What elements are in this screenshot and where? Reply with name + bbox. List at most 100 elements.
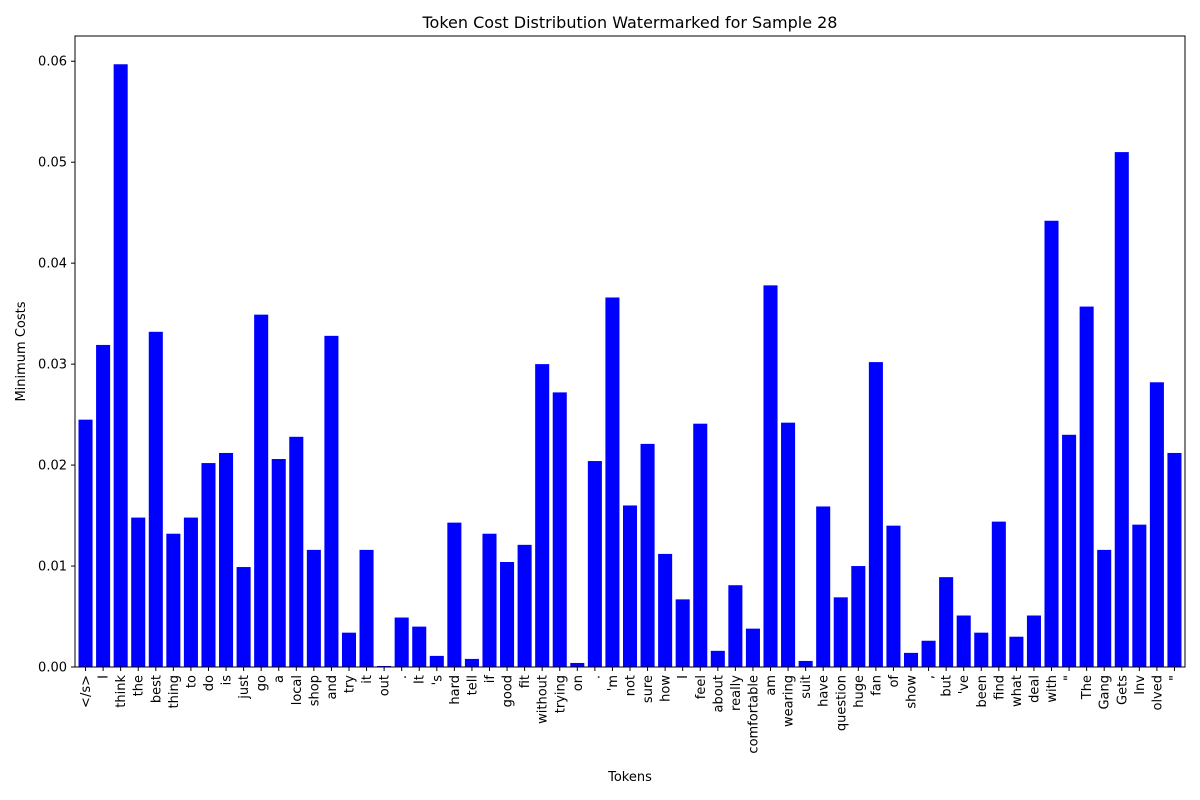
x-tick-label-48: , <box>922 675 937 679</box>
x-tick-label-8: is <box>220 675 235 686</box>
x-tick-label-35: feel <box>694 675 709 699</box>
x-tick-label-51: been <box>975 675 990 708</box>
x-tick-label-31: not <box>624 675 639 696</box>
bar-19 <box>412 626 427 667</box>
bar-31 <box>622 505 638 667</box>
bar-21 <box>447 522 462 667</box>
x-tick-label-27: trying <box>553 675 568 713</box>
bar-6 <box>183 517 198 667</box>
x-tick-label-54: deal <box>1027 675 1042 703</box>
x-tick-label-29: . <box>588 675 603 679</box>
x-tick-label-52: find <box>992 675 1007 700</box>
bar-10 <box>254 314 269 667</box>
y-tick-label-0: 0.00 <box>38 661 67 676</box>
y-tick-label-1: 0.01 <box>38 560 67 575</box>
x-tick-label-56: " <box>1063 675 1078 681</box>
x-tick-label-41: suit <box>799 675 814 699</box>
x-tick-label-53: what <box>1010 675 1025 707</box>
x-tick-label-19: It <box>413 675 428 684</box>
bar-1 <box>96 344 111 667</box>
bar-14 <box>324 335 339 667</box>
bar-3 <box>131 517 146 667</box>
x-tick-label-34: I <box>676 675 691 679</box>
bar-46 <box>886 525 901 667</box>
x-tick-label-25: fit <box>518 675 533 688</box>
bar-55 <box>1044 220 1059 667</box>
bar-53 <box>1009 636 1024 667</box>
x-tick-label-43: question <box>834 675 849 731</box>
bar-60 <box>1132 524 1147 667</box>
bar-50 <box>956 615 971 667</box>
x-tick-label-11: a <box>272 675 287 683</box>
x-tick-label-47: show <box>905 675 920 709</box>
bar-51 <box>974 632 989 667</box>
bar-0 <box>78 419 93 667</box>
bars-group <box>78 64 1182 668</box>
bar-12 <box>289 436 304 667</box>
x-tick-label-10: go <box>255 675 270 691</box>
y-axis-title: Minimum Costs <box>14 301 29 401</box>
x-tick-label-23: if <box>483 675 498 684</box>
x-tick-label-12: local <box>290 675 305 705</box>
x-tick-label-21: hard <box>448 675 463 705</box>
x-tick-label-4: best <box>149 675 164 703</box>
bar-41 <box>798 660 813 667</box>
bar-18 <box>394 617 409 667</box>
x-tick-label-3: the <box>132 675 147 696</box>
y-tick-label-6: 0.06 <box>38 55 67 70</box>
x-tick-label-22: tell <box>465 675 480 695</box>
x-tick-label-59: Gets <box>1115 675 1130 705</box>
chart-title: Token Cost Distribution Watermarked for … <box>422 13 838 32</box>
bar-45 <box>868 362 883 667</box>
x-tick-label-28: on <box>571 675 586 691</box>
x-axis-title: Tokens <box>607 770 652 785</box>
x-tick-label-57: The <box>1080 675 1095 700</box>
bar-35 <box>693 423 708 667</box>
x-tick-label-49: but <box>940 675 955 697</box>
bar-62 <box>1167 452 1182 667</box>
y-tick-label-2: 0.02 <box>38 459 67 474</box>
x-tick-label-5: thing <box>167 675 182 708</box>
bar-17 <box>377 665 392 667</box>
x-tick-label-1: I <box>97 675 112 679</box>
bar-27 <box>552 392 567 667</box>
x-tick-label-36: about <box>711 675 726 713</box>
bar-58 <box>1097 549 1112 667</box>
bar-36 <box>710 650 725 667</box>
bar-56 <box>1062 434 1077 667</box>
bar-59 <box>1114 152 1129 668</box>
x-tick-label-16: it <box>360 675 375 684</box>
y-axis: 0.00 0.01 0.02 0.03 0.04 0.05 0.06 <box>38 55 75 676</box>
x-tick-label-13: shop <box>307 675 322 706</box>
bar-34 <box>675 599 690 667</box>
x-tick-label-42: have <box>817 675 832 707</box>
bar-7 <box>201 463 216 667</box>
bar-40 <box>781 422 796 667</box>
x-tick-label-20: 's <box>430 675 445 686</box>
bar-9 <box>236 567 251 667</box>
bar-29 <box>587 461 602 667</box>
bar-33 <box>658 553 673 667</box>
x-tick-label-7: do <box>202 675 217 691</box>
y-tick-label-3: 0.03 <box>38 358 67 373</box>
bar-42 <box>816 506 831 667</box>
x-tick-label-33: how <box>659 675 674 702</box>
bar-13 <box>306 549 321 667</box>
bar-20 <box>429 655 444 667</box>
bar-48 <box>921 640 936 667</box>
bar-54 <box>1026 615 1041 667</box>
bar-44 <box>851 566 866 667</box>
bar-38 <box>745 628 760 667</box>
bar-8 <box>219 452 234 667</box>
x-tick-label-37: really <box>729 675 744 711</box>
x-tick-label-6: to <box>184 675 199 688</box>
bar-16 <box>359 549 374 667</box>
x-tick-label-58: Gang <box>1098 675 1113 710</box>
x-tick-label-62: " <box>1168 675 1183 681</box>
x-tick-label-26: without <box>536 675 551 724</box>
x-tick-label-45: fan <box>869 675 884 696</box>
x-tick-label-40: wearing <box>782 675 797 727</box>
x-tick-label-9: just <box>237 675 252 700</box>
bar-49 <box>939 577 954 667</box>
